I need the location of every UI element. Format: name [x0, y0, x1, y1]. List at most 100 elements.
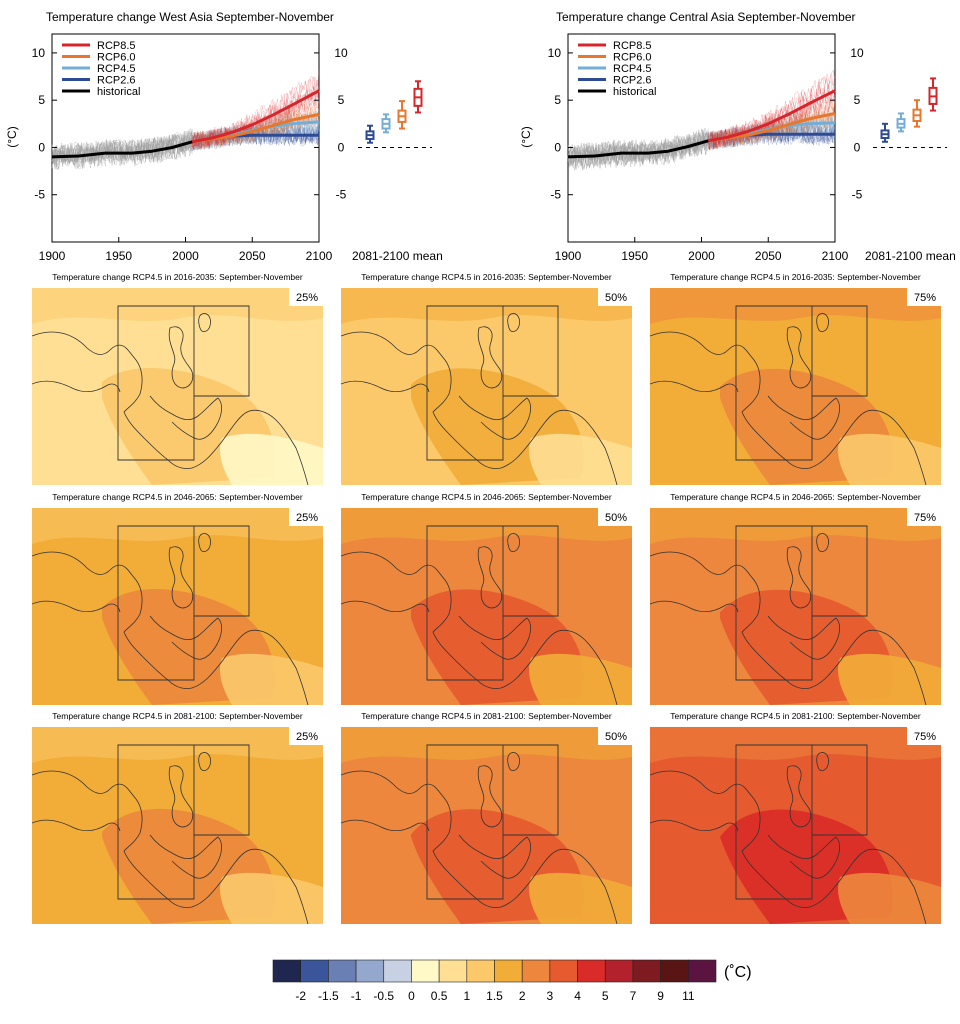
map-title: Temperature change RCP4.5 in 2081-2100: …	[52, 711, 303, 721]
central-asia-region-box	[503, 744, 559, 836]
y-tick-label: -5	[34, 188, 45, 202]
legend-entry: historical	[97, 86, 140, 98]
coastline	[32, 551, 309, 705]
colorbar-tick-label: -0.5	[373, 989, 394, 1003]
percentile-label: 50%	[605, 512, 627, 524]
map-panel: Temperature change RCP4.5 in 2046-2065: …	[32, 492, 323, 705]
percentile-label: 50%	[605, 292, 627, 304]
west-asia-region-box	[426, 305, 504, 461]
map-title: Temperature change RCP4.5 in 2046-2065: …	[52, 492, 303, 502]
y-tick-label: -5	[550, 188, 561, 202]
colorbar-swatch	[466, 959, 495, 983]
colorbar-swatch	[494, 959, 523, 983]
series-line-historical	[567, 139, 709, 159]
legend-entry: RCP6.0	[613, 52, 652, 64]
box-rcp26	[880, 122, 890, 143]
west-asia-timeseries-chart: Temperature change West Asia September-N…	[5, 10, 443, 263]
inland-sea	[168, 765, 194, 828]
coastline	[650, 331, 927, 485]
central-asia-region-box	[503, 305, 559, 397]
colorbar-tick-label: 0.5	[431, 989, 448, 1003]
coastline	[341, 600, 430, 613]
coastline	[32, 380, 121, 393]
central-asia-region-box	[812, 525, 868, 617]
legend-entry: RCP6.0	[97, 52, 136, 64]
colorbar-tick-label: -2	[295, 989, 306, 1003]
colorbar-swatch	[521, 959, 551, 983]
inland-sea	[507, 752, 520, 771]
x-tick-label: 2100	[306, 249, 333, 263]
coastline	[650, 551, 927, 705]
box-label: 2081-2100 mean	[865, 249, 956, 263]
central-asia-region-box	[812, 744, 868, 836]
colorbar-tick-label: 9	[657, 989, 664, 1003]
inland-sea	[168, 326, 194, 389]
colorbar-tick-label: 0	[408, 989, 415, 1003]
map-title: Temperature change RCP4.5 in 2046-2065: …	[361, 492, 612, 502]
y-tick-label: 0	[38, 140, 45, 154]
colorbar-tick-label: 4	[574, 989, 581, 1003]
right-y-tick-label: 0	[854, 140, 861, 154]
colorbar-unit: (˚C)	[724, 964, 752, 981]
box-rcp60	[912, 99, 922, 128]
colorbar-swatch	[272, 959, 301, 983]
y-axis-label: (°C)	[519, 126, 533, 147]
coastline	[341, 770, 618, 924]
west-asia-region-box	[117, 744, 195, 900]
colorbar-swatch	[300, 959, 329, 983]
coastline	[32, 600, 121, 613]
percentile-label: 25%	[296, 292, 318, 304]
map-panel: Temperature change RCP4.5 in 2016-2035: …	[32, 272, 323, 485]
map-title: Temperature change RCP4.5 in 2081-2100: …	[361, 711, 612, 721]
legend-entry: RCP2.6	[613, 75, 652, 87]
map-title: Temperature change RCP4.5 in 2016-2035: …	[52, 272, 303, 282]
colorbar-swatch	[328, 959, 357, 983]
x-tick-label: 1950	[621, 249, 648, 263]
inland-sea	[477, 765, 503, 828]
colorbar-swatch	[660, 959, 689, 983]
colorbar-swatch	[549, 959, 578, 983]
right-y-tick-label: 5	[338, 93, 345, 107]
map-title: Temperature change RCP4.5 in 2016-2035: …	[670, 272, 921, 282]
right-y-tick-label: -5	[852, 188, 863, 202]
map-panel: Temperature change RCP4.5 in 2016-2035: …	[341, 272, 632, 485]
colorbar-tick-label: 5	[602, 989, 609, 1003]
inland-sea	[198, 313, 211, 332]
central-asia-region-box	[194, 744, 250, 836]
legend-entry: RCP2.6	[97, 75, 136, 87]
colorbar-tick-label: 3	[547, 989, 554, 1003]
y-tick-label: 10	[548, 46, 562, 60]
box-rcp85	[928, 77, 938, 112]
colorbar-tick-label: -1	[351, 989, 362, 1003]
central-asia-timeseries-chart: Temperature change Central Asia Septembe…	[519, 10, 956, 263]
central-asia-region-box	[194, 525, 250, 617]
right-y-tick-label: 10	[334, 46, 348, 60]
right-y-tick-label: -5	[336, 188, 347, 202]
x-tick-label: 1900	[39, 249, 66, 263]
y-tick-label: 5	[38, 93, 45, 107]
right-y-tick-label: 0	[338, 140, 345, 154]
x-tick-label: 1900	[555, 249, 582, 263]
series-line-rcp85	[707, 89, 836, 143]
colorbar-swatch	[411, 959, 440, 983]
coastline	[32, 819, 121, 832]
legend-entry: RCP8.5	[613, 40, 652, 52]
west-asia-region-box	[735, 305, 813, 461]
legend-entry: historical	[613, 86, 656, 98]
box-rcp45	[896, 112, 906, 133]
inland-sea	[816, 752, 829, 771]
west-asia-region-box	[117, 525, 195, 681]
inland-sea	[816, 313, 829, 332]
chart-title: Temperature change West Asia September-N…	[46, 10, 334, 24]
colorbar-swatch	[355, 959, 385, 983]
coastline	[650, 819, 739, 832]
map-panel: Temperature change RCP4.5 in 2046-2065: …	[650, 492, 941, 705]
inland-sea	[786, 546, 812, 609]
inland-sea	[786, 326, 812, 389]
legend-entry: RCP4.5	[97, 63, 136, 75]
coastline	[341, 380, 430, 393]
percentile-label: 75%	[914, 292, 936, 304]
y-tick-label: 10	[32, 46, 46, 60]
box-rcp26	[365, 124, 375, 144]
chart-title: Temperature change Central Asia Septembe…	[556, 10, 855, 24]
